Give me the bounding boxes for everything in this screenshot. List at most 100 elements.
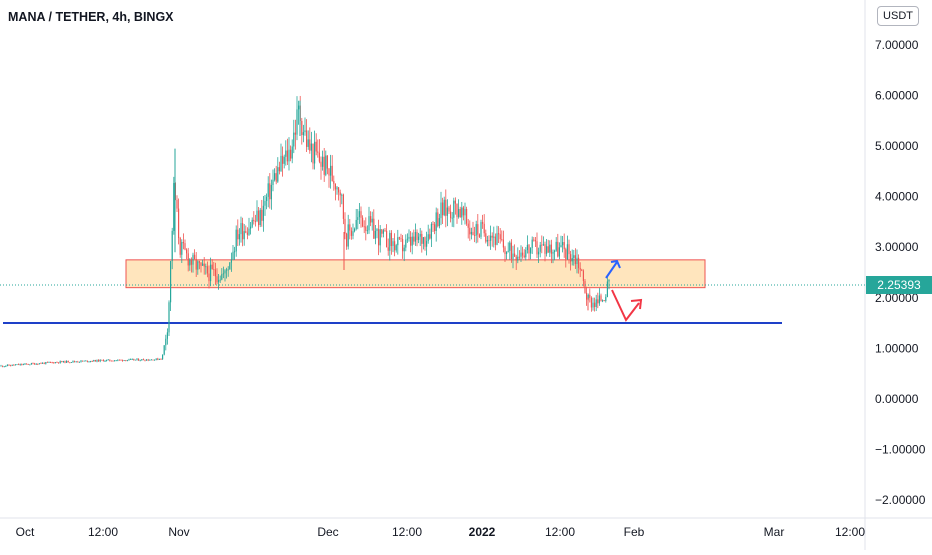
- candle-body: [483, 223, 485, 234]
- candle-body: [26, 363, 28, 365]
- candle-body: [123, 360, 125, 362]
- candle-body: [184, 243, 186, 250]
- candle-body: [288, 149, 290, 162]
- candle-body: [338, 187, 340, 193]
- candle-body: [323, 156, 325, 175]
- candle-body: [150, 359, 152, 361]
- candle-body: [264, 200, 266, 206]
- candle-body: [434, 224, 436, 231]
- candle-body: [414, 232, 416, 242]
- candle-body: [110, 360, 112, 362]
- candle-body: [35, 363, 37, 365]
- candle-body: [107, 359, 109, 361]
- candle-body: [390, 232, 392, 246]
- price-tick-label: 1.00000: [875, 341, 919, 355]
- candle-body: [490, 235, 492, 241]
- time-tick-label: Oct: [16, 525, 35, 539]
- candle-body: [240, 223, 242, 235]
- candle-body: [115, 360, 117, 362]
- candle-body: [512, 253, 514, 260]
- candle-body: [3, 366, 5, 368]
- candle-body: [37, 363, 39, 365]
- candle-body: [125, 360, 127, 362]
- time-tick-label: 12:00: [392, 525, 422, 539]
- candle-body: [245, 231, 247, 233]
- candle-body: [370, 216, 372, 223]
- candle-body: [282, 155, 284, 164]
- candle-body: [366, 230, 368, 232]
- candle-body: [104, 360, 106, 362]
- candle-body: [525, 250, 527, 258]
- candle-body: [290, 149, 292, 159]
- candle-body: [301, 120, 303, 136]
- candle-body: [182, 242, 184, 244]
- currency-selector[interactable]: USDT: [877, 6, 919, 26]
- candle-body: [312, 143, 314, 164]
- candle-body: [0, 365, 2, 367]
- candle-body: [19, 364, 21, 365]
- candle-body: [109, 359, 111, 361]
- bullish-arrow-head: [610, 259, 621, 269]
- candle-body: [429, 234, 431, 239]
- candle-body: [61, 361, 63, 363]
- chart-title: MANA / TETHER, 4h, BINGX: [8, 10, 174, 24]
- candle-body: [142, 359, 144, 361]
- candle-body: [322, 156, 324, 167]
- bullish-arrow[interactable]: [605, 261, 618, 279]
- candle-body: [269, 183, 271, 200]
- candle-body: [66, 360, 68, 363]
- candle-body: [190, 259, 192, 265]
- candle-body: [235, 229, 237, 252]
- candle-body: [526, 244, 528, 251]
- candle-body: [202, 263, 204, 266]
- candle-body: [450, 211, 452, 219]
- candle-body: [226, 269, 228, 271]
- candle-body: [59, 361, 61, 363]
- candle-body: [86, 360, 88, 362]
- candle-body: [382, 230, 384, 234]
- candle-body: [474, 235, 476, 237]
- candle-body: [534, 240, 536, 242]
- candle-body: [373, 218, 375, 239]
- candle-body: [158, 359, 160, 360]
- candle-body: [278, 167, 280, 172]
- candle-body: [53, 362, 55, 364]
- candle-body: [147, 359, 149, 361]
- candle-body: [576, 257, 578, 265]
- candle-body: [317, 151, 319, 153]
- bearish-arrow[interactable]: [611, 289, 640, 322]
- candle-body: [51, 362, 53, 364]
- candle-body: [333, 180, 335, 184]
- candle-body: [410, 236, 412, 246]
- candle-body: [13, 364, 15, 366]
- candle-body: [432, 224, 434, 225]
- bearish-arrow-head: [630, 298, 643, 310]
- candle-body: [582, 270, 584, 282]
- candle-body: [520, 252, 522, 257]
- candle-body: [518, 256, 520, 258]
- candle-body: [427, 234, 429, 242]
- candle-body: [398, 237, 400, 239]
- time-tick-label: Mar: [764, 525, 785, 539]
- candle-body: [74, 360, 76, 362]
- candle-body: [154, 359, 156, 361]
- candle-body: [101, 359, 103, 361]
- candle-body: [318, 152, 320, 162]
- candle-body: [10, 365, 12, 367]
- candle-body: [131, 359, 133, 360]
- candle-body: [456, 203, 458, 217]
- candle-body: [514, 253, 516, 257]
- candle-body: [168, 302, 170, 333]
- candle-body: [298, 105, 300, 110]
- candle-body: [528, 244, 530, 254]
- candle-body: [128, 359, 130, 361]
- candle-body: [517, 256, 519, 261]
- candle-body: [243, 231, 245, 240]
- candle-body: [258, 210, 260, 226]
- candle-body: [11, 364, 13, 366]
- candle-body: [486, 239, 488, 242]
- candle-body: [362, 217, 364, 227]
- candle-body: [5, 365, 7, 367]
